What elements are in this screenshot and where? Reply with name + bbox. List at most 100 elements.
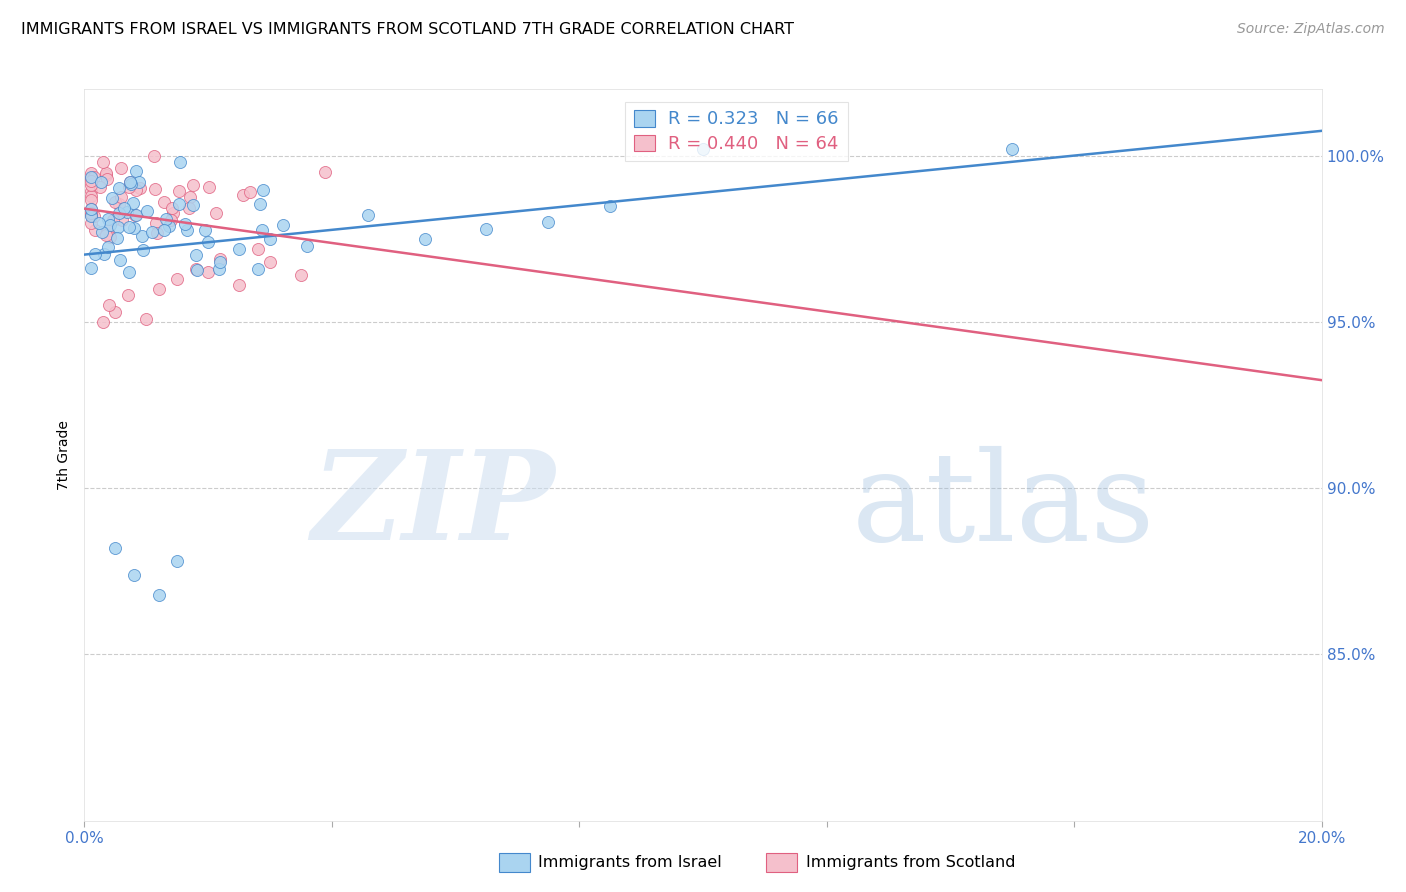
Point (79, 206, 101, 220)
Point (125, 164, 148, 178)
Point (120, 177, 142, 191)
Point (79, 166, 101, 180)
Point (79, 170, 101, 185)
Point (204, 205, 226, 219)
Point (252, 223, 274, 237)
Point (249, 197, 271, 211)
Point (160, 202, 183, 216)
Point (169, 184, 191, 198)
Text: Immigrants from Scotland: Immigrants from Scotland (806, 855, 1015, 870)
Point (118, 220, 141, 235)
Point (107, 180, 129, 194)
Point (148, 282, 170, 296)
Point (169, 155, 191, 169)
Point (290, 268, 312, 283)
Text: Immigrants from Israel: Immigrants from Israel (538, 855, 723, 870)
Point (475, 222, 498, 236)
Text: ZIP: ZIP (311, 445, 554, 567)
Point (155, 212, 177, 227)
Point (118, 180, 141, 194)
Point (1001, 142, 1024, 156)
Point (152, 194, 174, 209)
Point (184, 248, 207, 262)
Point (118, 174, 141, 188)
Point (537, 215, 560, 229)
Point (110, 190, 132, 204)
Point (98, 298, 121, 312)
Point (120, 175, 142, 189)
Point (129, 181, 152, 195)
Point (91, 225, 114, 239)
Point (79, 260, 101, 275)
Point (228, 242, 250, 256)
Text: Source: ZipAtlas.com: Source: ZipAtlas.com (1237, 22, 1385, 37)
Point (90, 175, 112, 189)
Point (228, 278, 250, 293)
Point (89, 215, 111, 229)
Point (101, 191, 124, 205)
Point (209, 255, 232, 269)
Point (84, 223, 107, 237)
Point (105, 231, 128, 245)
Point (98, 218, 121, 232)
Point (246, 242, 269, 256)
Point (173, 217, 195, 231)
Point (599, 198, 621, 212)
Point (89, 180, 111, 194)
Point (239, 185, 262, 199)
Point (96, 171, 118, 186)
Point (179, 189, 201, 203)
Point (104, 305, 127, 319)
Point (94, 166, 117, 180)
Point (118, 265, 141, 279)
Point (356, 208, 378, 222)
Point (124, 209, 146, 223)
Point (79, 194, 101, 208)
Point (104, 195, 127, 210)
Point (124, 183, 146, 197)
Point (179, 201, 201, 215)
Point (79, 202, 101, 217)
Point (153, 223, 176, 237)
Point (692, 142, 714, 156)
Point (93, 155, 115, 169)
Point (209, 252, 232, 266)
Point (413, 232, 436, 246)
Point (110, 161, 132, 175)
Point (80, 208, 103, 222)
Text: IMMIGRANTS FROM ISRAEL VS IMMIGRANTS FROM SCOTLAND 7TH GRADE CORRELATION CHART: IMMIGRANTS FROM ISRAEL VS IMMIGRANTS FRO… (21, 22, 794, 37)
Point (194, 223, 217, 237)
Point (198, 180, 221, 194)
Legend: R = 0.323   N = 66, R = 0.440   N = 64: R = 0.323 N = 66, R = 0.440 N = 64 (626, 102, 848, 161)
Point (197, 235, 219, 249)
Point (136, 204, 159, 219)
Point (186, 263, 208, 277)
Point (167, 197, 190, 211)
Point (79, 209, 101, 223)
Point (132, 243, 155, 257)
Point (166, 554, 188, 568)
Point (108, 206, 131, 220)
Point (79, 169, 101, 184)
Point (97, 212, 120, 227)
Point (79, 202, 101, 216)
Point (124, 220, 146, 235)
Point (208, 262, 231, 277)
Point (94, 228, 117, 243)
Point (148, 588, 170, 602)
Point (79, 178, 101, 193)
Point (295, 239, 318, 253)
Point (128, 175, 150, 189)
Point (80, 216, 103, 230)
Point (160, 213, 183, 227)
Point (122, 567, 145, 582)
Y-axis label: 7th Grade: 7th Grade (58, 420, 72, 490)
Point (98, 230, 121, 244)
Point (135, 311, 157, 326)
Point (181, 178, 204, 192)
Point (108, 253, 131, 268)
Point (176, 223, 198, 237)
Point (79, 174, 101, 188)
Point (83, 209, 105, 223)
Point (84, 246, 107, 260)
